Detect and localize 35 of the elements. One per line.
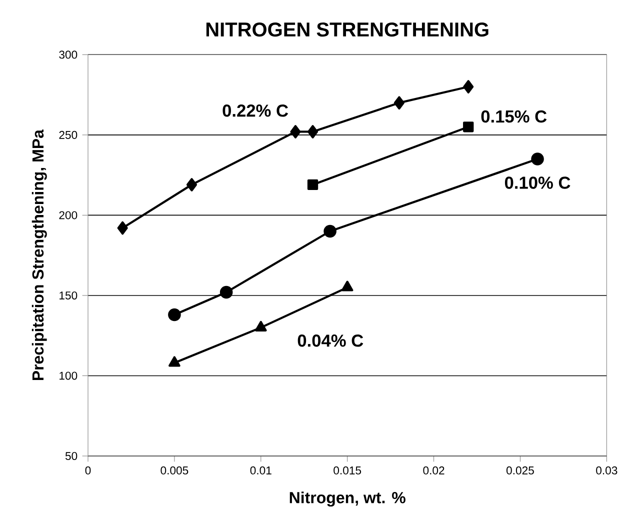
point [186,178,198,192]
y-tick-label: 200 [59,211,78,220]
y-axis-title: Precipitation Strengthening, MPa [32,129,47,380]
point [168,308,181,322]
series-label: 0.10% C [504,176,570,189]
point [463,80,474,94]
x-axis-title: Nitrogen, wt. % [290,492,406,507]
x-tick-label: 0.02 [423,466,444,474]
x-tick-label: 0.03 [596,466,618,474]
point [168,356,180,367]
series-label: 0.04% C [298,334,364,347]
y-tick-label: 300 [59,50,78,59]
chart-title: NITROGEN STRENGTHENING [206,22,488,37]
point [117,221,128,235]
point [254,320,267,332]
series-label: 0.22% C [222,104,288,117]
x-tick-label: 0 [85,466,91,474]
point [290,125,301,138]
point [463,122,474,132]
point [531,152,544,166]
x-tick-label: 0.015 [334,466,362,474]
point [307,179,318,190]
x-tick-label: 0.005 [160,466,188,474]
y-tick-label: 50 [65,452,78,460]
point [394,96,404,110]
y-tick-label: 150 [60,291,78,300]
point [341,280,354,292]
x-tick-label: 0.025 [506,466,534,474]
y-tick-label: 250 [59,130,78,139]
series-label: 0.15% C [481,110,547,123]
point [220,286,233,299]
point [307,125,318,138]
x-tick-label: 0.01 [250,466,272,474]
y-tick-label: 100 [60,372,78,380]
point [324,224,336,238]
